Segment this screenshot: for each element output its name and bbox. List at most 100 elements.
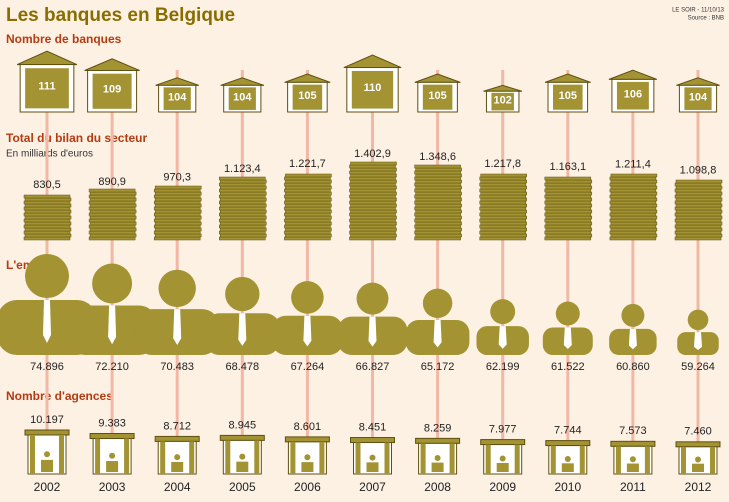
bill [480,203,527,208]
bill [675,227,723,232]
agency-icon [154,435,200,475]
col [160,441,166,474]
bill [544,236,592,241]
bill [350,161,397,166]
bill [23,236,71,241]
bill [610,203,658,208]
bill [675,191,723,196]
bill [610,191,658,196]
value-label: 62.199 [486,361,520,373]
bill [88,200,136,205]
bill [350,179,397,184]
bill [153,230,201,235]
bill [23,194,71,199]
bill [285,197,332,202]
bill [219,230,266,235]
bill [154,209,202,214]
bill [88,188,136,193]
bill [284,218,331,223]
x-tick-label: 2006 [294,480,321,494]
bill [415,233,462,238]
agency-icon [480,439,526,475]
bill [24,233,72,238]
bill [285,173,332,178]
person-icon [135,269,219,355]
value-label: 8.451 [359,421,387,433]
bill [610,179,658,184]
bill [415,209,462,214]
head [304,454,311,461]
bill [480,173,527,178]
source: Source : BNB [688,16,724,22]
bill [414,164,461,169]
bill [609,230,657,235]
bill [23,224,71,229]
bill [350,221,397,226]
col [225,440,231,474]
col [254,440,260,474]
bill [479,194,526,199]
bill [544,194,592,199]
value-label: 66.827 [356,361,390,373]
agency-icon [24,429,70,475]
bill [544,176,592,181]
value-label: 105 [559,90,577,102]
bill [415,179,462,184]
bill [154,185,202,190]
value-label: 1.348,6 [419,151,456,163]
bill [349,206,396,211]
bill [89,203,137,208]
bill [349,224,396,229]
x-tick-label: 2002 [34,480,61,494]
bill [153,212,201,217]
bill [285,203,332,208]
value-label: 7.573 [619,425,647,437]
bill [674,182,722,187]
bill [610,233,658,238]
bill [285,191,332,196]
bank-icon [676,77,720,113]
bill [220,191,267,196]
head [291,281,324,314]
roof [219,434,265,441]
head [499,455,506,462]
bill [349,194,396,199]
bill [415,197,462,202]
bill [610,197,658,202]
head [158,269,196,308]
bill [89,221,137,226]
tie [368,316,377,347]
bill [545,191,593,196]
bill [284,194,331,199]
bill [609,200,657,205]
bill [154,227,202,232]
col [710,446,715,474]
value-label: 1.123,4 [224,163,261,175]
torso [561,463,574,472]
bill [350,227,397,232]
value-label: 970,3 [163,172,191,184]
value-label: 110 [364,82,382,94]
head [621,303,645,327]
value-label: 67.264 [291,361,325,373]
value-label: 1.402,9 [354,148,391,160]
bill [23,212,71,217]
bill [219,236,266,241]
bill [88,236,136,241]
section-title: Nombre de banques [6,32,122,46]
bill [609,236,657,241]
bill [479,218,526,223]
bill [480,185,527,190]
bill [479,176,526,181]
bill [544,230,592,235]
bill [415,203,462,208]
body-inner [684,87,712,110]
roof [284,73,331,83]
bill [285,209,332,214]
bill [220,227,267,232]
bill [479,230,526,235]
person-icon [405,288,470,355]
bill [349,212,396,217]
bill [220,197,267,202]
x-tick-label: 2008 [424,480,451,494]
